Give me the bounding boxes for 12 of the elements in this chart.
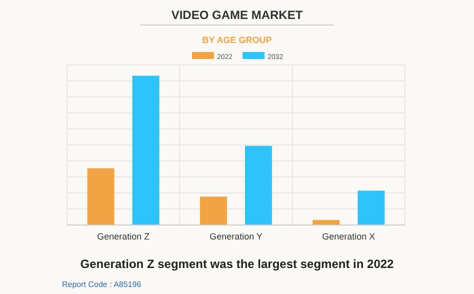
x-tick-label: Generation Y (210, 231, 262, 242)
x-tick-label: Generation Z (97, 231, 150, 242)
chart-subtitle: BY AGE GROUP (202, 35, 272, 45)
bar (87, 168, 114, 225)
bar (358, 190, 385, 225)
chart-title: VIDEO GAME MARKET (171, 8, 304, 22)
bar (245, 146, 272, 225)
bar (200, 196, 227, 225)
text: Generation Z segment was the largest segment in 2022 (80, 257, 394, 271)
x-tick-label: Generation X (322, 231, 376, 242)
text: Report Code : A85196 (62, 280, 142, 289)
bar (132, 76, 160, 225)
